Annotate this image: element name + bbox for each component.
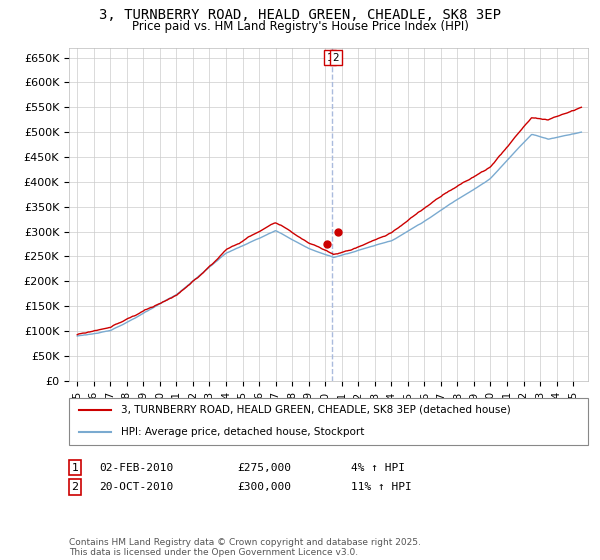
Text: 3, TURNBERRY ROAD, HEALD GREEN, CHEADLE, SK8 3EP (detached house): 3, TURNBERRY ROAD, HEALD GREEN, CHEADLE,…	[121, 404, 511, 414]
Text: HPI: Average price, detached house, Stockport: HPI: Average price, detached house, Stoc…	[121, 427, 364, 437]
Text: £300,000: £300,000	[237, 482, 291, 492]
Text: 3, TURNBERRY ROAD, HEALD GREEN, CHEADLE, SK8 3EP: 3, TURNBERRY ROAD, HEALD GREEN, CHEADLE,…	[99, 8, 501, 22]
Text: 11% ↑ HPI: 11% ↑ HPI	[351, 482, 412, 492]
Text: 20-OCT-2010: 20-OCT-2010	[99, 482, 173, 492]
Text: 02-FEB-2010: 02-FEB-2010	[99, 463, 173, 473]
Text: 4% ↑ HPI: 4% ↑ HPI	[351, 463, 405, 473]
Text: 1: 1	[327, 53, 334, 63]
Text: 2: 2	[71, 482, 79, 492]
Text: Price paid vs. HM Land Registry's House Price Index (HPI): Price paid vs. HM Land Registry's House …	[131, 20, 469, 32]
Text: 1: 1	[71, 463, 79, 473]
Text: Contains HM Land Registry data © Crown copyright and database right 2025.
This d: Contains HM Land Registry data © Crown c…	[69, 538, 421, 557]
Text: £275,000: £275,000	[237, 463, 291, 473]
FancyBboxPatch shape	[69, 398, 588, 445]
Text: 2: 2	[333, 53, 340, 63]
